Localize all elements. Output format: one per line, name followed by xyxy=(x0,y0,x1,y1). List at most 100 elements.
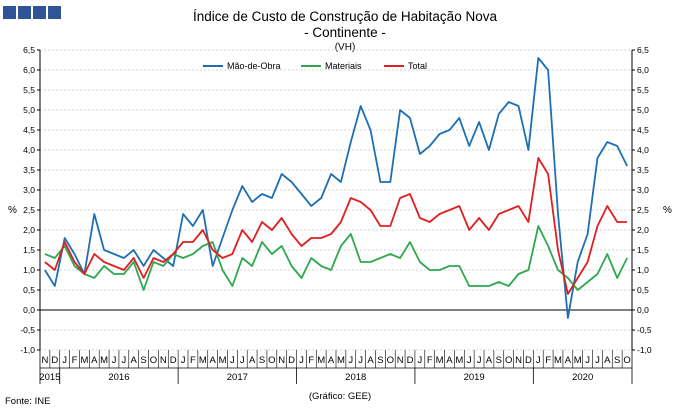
x-tick-label: N xyxy=(160,355,167,366)
x-tick-label: S xyxy=(496,355,502,366)
x-tick-label: M xyxy=(436,355,444,366)
x-tick-label: D xyxy=(525,355,532,366)
x-tick-label: J xyxy=(121,355,126,366)
y-tick-label-left: 6,5 xyxy=(23,45,35,55)
x-tick-label: M xyxy=(554,355,562,366)
y-tick-label-right: -1,0 xyxy=(637,345,652,355)
y-tick-label-right: 6,0 xyxy=(637,65,649,75)
x-tick-label: J xyxy=(358,355,363,366)
x-tick-label: S xyxy=(614,355,620,366)
y-tick-label-left: 2,5 xyxy=(23,205,35,215)
y-tick-label-right: 5,0 xyxy=(637,105,649,115)
x-tick-label: F xyxy=(545,355,551,366)
x-tick-label: J xyxy=(112,355,117,366)
y-tick-label-left: 1,0 xyxy=(23,265,35,275)
series-lines xyxy=(44,57,628,319)
series-line-m-o-de-obra xyxy=(44,57,628,319)
x-tick-label: J xyxy=(417,355,422,366)
x-tick-label: D xyxy=(407,355,414,366)
y-tick-label-left: -1,0 xyxy=(20,345,35,355)
x-tick-label: J xyxy=(181,355,186,366)
y-tick-label-right: 4,0 xyxy=(637,145,649,155)
x-tick-label: A xyxy=(249,355,256,366)
x-tick-label: F xyxy=(190,355,196,366)
x-tick-label: S xyxy=(259,355,265,366)
x-tick-label: D xyxy=(51,355,58,366)
y-axis-right: -1,0 -0,5 0,0 0,5 1,0 1,5 2,0 2,5 3,0 3,5 4,0 4,5 5,… xyxy=(631,45,652,355)
logo-square-4 xyxy=(48,6,61,19)
grid xyxy=(40,49,632,351)
y-tick-label-left: 2,0 xyxy=(23,225,35,235)
x-tick-label: N xyxy=(278,355,285,366)
series-line-total xyxy=(44,157,628,295)
x-tick-label: S xyxy=(140,355,146,366)
x-tick-label: O xyxy=(150,355,157,366)
x-tick-label: A xyxy=(91,355,98,366)
x-tick-label: J xyxy=(62,355,67,366)
x-tick-label: J xyxy=(240,355,245,366)
x-tick-label: M xyxy=(100,355,108,366)
x-tick-label: M xyxy=(574,355,582,366)
source-text: Fonte: INE xyxy=(5,396,50,407)
x-tick-label: D xyxy=(170,355,177,366)
legend-label: Materiais xyxy=(325,61,362,71)
logo-square-3 xyxy=(33,6,46,19)
logo-square-1 xyxy=(3,6,16,19)
y-tick-label-right: 4,5 xyxy=(637,125,649,135)
logo xyxy=(3,6,61,19)
x-tick-label: A xyxy=(486,355,493,366)
x-tick-label: A xyxy=(446,355,453,366)
legend-label: Mão-de-Obra xyxy=(227,61,281,71)
y-tick-label-right: 0,5 xyxy=(637,285,649,295)
y-tick-label-left: 6,0 xyxy=(23,65,35,75)
x-tick-label: M xyxy=(337,355,345,366)
y-tick-label-right: 3,5 xyxy=(637,165,649,175)
x-tick-label: N xyxy=(397,355,404,366)
x-tick-label: J xyxy=(536,355,541,366)
x-tick-label: N xyxy=(515,355,522,366)
x-tick-label: J xyxy=(299,355,304,366)
y-tick-label-right: 2,0 xyxy=(637,225,649,235)
y-tick-label-right: 5,5 xyxy=(637,85,649,95)
y-tick-label-left: -0,5 xyxy=(20,325,35,335)
y-tick-label-left: 5,5 xyxy=(23,85,35,95)
x-tick-label: F xyxy=(308,355,314,366)
x-tick-label: J xyxy=(467,355,472,366)
x-tick-label: O xyxy=(268,355,275,366)
y-tick-label-left: 4,0 xyxy=(23,145,35,155)
x-tick-label: M xyxy=(317,355,325,366)
legend: Mão-de-Obra Materiais Total xyxy=(203,61,427,71)
x-tick-label: O xyxy=(623,355,630,366)
x-tick-label: M xyxy=(80,355,88,366)
x-tick-label: M xyxy=(455,355,463,366)
y-axis-left: -1,0 -0,5 0,0 0,5 1,0 1,5 2,0 2,5 3,0 3,5 4,0 4,5 5,… xyxy=(20,45,41,355)
x-tick-label: O xyxy=(505,355,512,366)
y-tick-label-left: 4,5 xyxy=(23,125,35,135)
credit-text: (Gráfico: GEE) xyxy=(309,391,371,402)
x-tick-label: M xyxy=(219,355,227,366)
y-tick-label-left: 0,5 xyxy=(23,285,35,295)
year-label: 2017 xyxy=(227,372,248,383)
y-tick-label-right: 3,0 xyxy=(637,185,649,195)
legend-label: Total xyxy=(408,61,427,71)
x-tick-label: A xyxy=(604,355,611,366)
x-tick-label: A xyxy=(209,355,216,366)
year-label: 2018 xyxy=(345,372,366,383)
logo-square-2 xyxy=(18,6,31,19)
x-tick-label: J xyxy=(585,355,590,366)
y-tick-label-left: 0,0 xyxy=(23,305,35,315)
y-tick-label-right: 2,5 xyxy=(637,205,649,215)
x-tick-label: F xyxy=(72,355,78,366)
year-label: 2020 xyxy=(572,372,593,383)
x-tick-label: N xyxy=(41,355,48,366)
x-tick-label: D xyxy=(288,355,295,366)
y-tick-label-right: 0,0 xyxy=(637,305,649,315)
x-tick-label: J xyxy=(477,355,482,366)
chart-title: Índice de Custo de Construção de Habitaç… xyxy=(193,9,497,24)
y-axis-left-label: % xyxy=(8,205,17,216)
x-tick-label: O xyxy=(387,355,394,366)
y-tick-label-right: 6,5 xyxy=(637,45,649,55)
y-tick-label-right: 1,5 xyxy=(637,245,649,255)
